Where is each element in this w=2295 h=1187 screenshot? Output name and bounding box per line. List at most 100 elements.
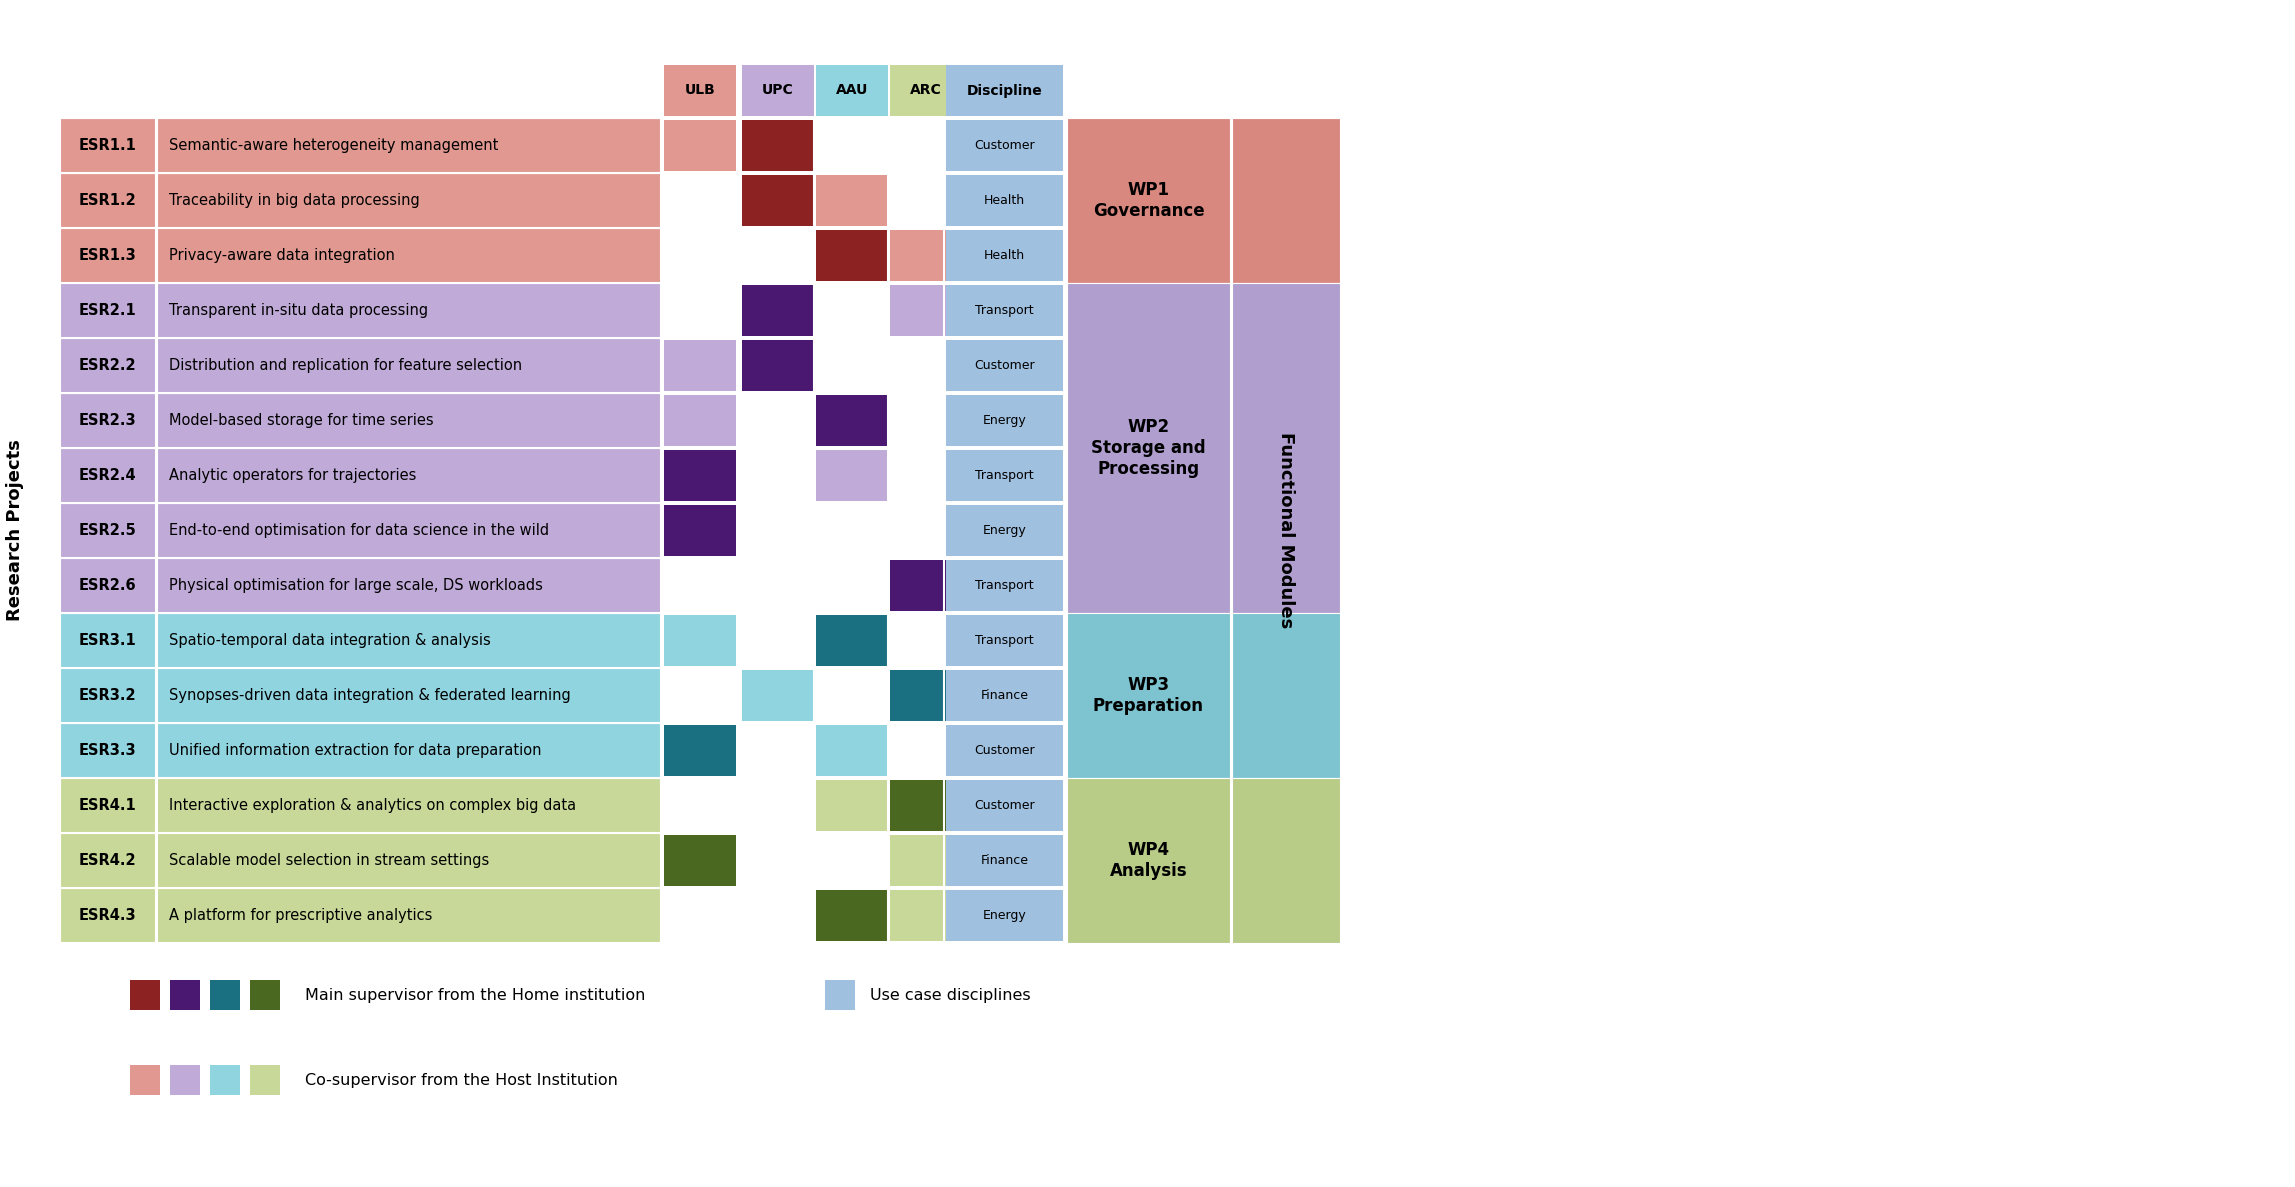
Text: ESR2.2: ESR2.2 xyxy=(78,358,135,373)
Text: Functional Modules: Functional Modules xyxy=(1276,432,1294,629)
Text: WP1
Governance: WP1 Governance xyxy=(1092,182,1205,220)
FancyBboxPatch shape xyxy=(156,833,661,888)
FancyBboxPatch shape xyxy=(824,980,856,1010)
Text: ESR4.3: ESR4.3 xyxy=(78,908,135,923)
Text: ESR4.1: ESR4.1 xyxy=(78,798,135,813)
FancyBboxPatch shape xyxy=(60,338,156,393)
FancyBboxPatch shape xyxy=(60,777,156,833)
Text: ESR1.3: ESR1.3 xyxy=(78,248,135,264)
FancyBboxPatch shape xyxy=(156,228,661,283)
Text: UPC: UPC xyxy=(762,83,794,97)
FancyBboxPatch shape xyxy=(663,725,737,776)
FancyBboxPatch shape xyxy=(741,285,815,336)
FancyBboxPatch shape xyxy=(946,339,1063,391)
FancyBboxPatch shape xyxy=(946,285,1063,336)
FancyBboxPatch shape xyxy=(890,560,962,611)
Text: Distribution and replication for feature selection: Distribution and replication for feature… xyxy=(170,358,523,373)
Text: Main supervisor from the Home institution: Main supervisor from the Home institutio… xyxy=(305,988,645,1003)
Text: Customer: Customer xyxy=(973,139,1035,152)
FancyBboxPatch shape xyxy=(890,230,962,281)
FancyBboxPatch shape xyxy=(1067,283,1230,612)
FancyBboxPatch shape xyxy=(156,283,661,338)
FancyBboxPatch shape xyxy=(60,558,156,612)
Text: Synopses-driven data integration & federated learning: Synopses-driven data integration & feder… xyxy=(170,688,571,703)
FancyBboxPatch shape xyxy=(890,669,962,721)
FancyBboxPatch shape xyxy=(156,668,661,723)
FancyBboxPatch shape xyxy=(817,174,888,226)
FancyBboxPatch shape xyxy=(946,395,1063,446)
Text: Semantic-aware heterogeneity management: Semantic-aware heterogeneity management xyxy=(170,138,498,153)
FancyBboxPatch shape xyxy=(741,174,815,226)
FancyBboxPatch shape xyxy=(60,283,156,338)
FancyBboxPatch shape xyxy=(131,980,161,1010)
FancyBboxPatch shape xyxy=(741,339,815,391)
Text: ESR2.5: ESR2.5 xyxy=(78,523,135,538)
FancyBboxPatch shape xyxy=(250,1065,280,1094)
Text: WP4
Analysis: WP4 Analysis xyxy=(1111,842,1187,880)
FancyBboxPatch shape xyxy=(170,1065,200,1094)
Text: WP2
Storage and
Processing: WP2 Storage and Processing xyxy=(1090,418,1205,478)
Text: Model-based storage for time series: Model-based storage for time series xyxy=(170,413,434,429)
FancyBboxPatch shape xyxy=(1232,777,1340,942)
FancyBboxPatch shape xyxy=(946,615,1063,666)
FancyBboxPatch shape xyxy=(156,723,661,777)
FancyBboxPatch shape xyxy=(890,65,962,116)
Text: Use case disciplines: Use case disciplines xyxy=(870,988,1030,1003)
FancyBboxPatch shape xyxy=(946,120,1063,171)
Text: Customer: Customer xyxy=(973,358,1035,372)
FancyBboxPatch shape xyxy=(663,395,737,446)
FancyBboxPatch shape xyxy=(60,723,156,777)
Text: Customer: Customer xyxy=(973,744,1035,757)
FancyBboxPatch shape xyxy=(60,173,156,228)
Text: A platform for prescriptive analytics: A platform for prescriptive analytics xyxy=(170,908,431,923)
FancyBboxPatch shape xyxy=(817,890,888,941)
Text: Finance: Finance xyxy=(980,853,1028,867)
FancyBboxPatch shape xyxy=(156,558,661,612)
FancyBboxPatch shape xyxy=(890,780,962,831)
FancyBboxPatch shape xyxy=(156,888,661,942)
FancyBboxPatch shape xyxy=(946,560,1063,611)
Text: Transparent in-situ data processing: Transparent in-situ data processing xyxy=(170,303,429,318)
FancyBboxPatch shape xyxy=(741,669,815,721)
Text: ULB: ULB xyxy=(684,83,716,97)
FancyBboxPatch shape xyxy=(156,338,661,393)
FancyBboxPatch shape xyxy=(60,668,156,723)
Text: Interactive exploration & analytics on complex big data: Interactive exploration & analytics on c… xyxy=(170,798,576,813)
FancyBboxPatch shape xyxy=(946,230,1063,281)
Text: Finance: Finance xyxy=(980,688,1028,702)
FancyBboxPatch shape xyxy=(170,980,200,1010)
FancyBboxPatch shape xyxy=(211,980,241,1010)
Text: Health: Health xyxy=(985,249,1026,262)
FancyBboxPatch shape xyxy=(741,120,815,171)
FancyBboxPatch shape xyxy=(156,777,661,833)
FancyBboxPatch shape xyxy=(60,393,156,447)
Text: ARC: ARC xyxy=(911,83,941,97)
FancyBboxPatch shape xyxy=(156,393,661,447)
FancyBboxPatch shape xyxy=(1067,612,1230,777)
FancyBboxPatch shape xyxy=(817,615,888,666)
FancyBboxPatch shape xyxy=(817,395,888,446)
Text: ESR1.2: ESR1.2 xyxy=(78,193,135,208)
FancyBboxPatch shape xyxy=(946,780,1063,831)
Text: ESR2.6: ESR2.6 xyxy=(78,578,135,594)
Text: Energy: Energy xyxy=(982,523,1026,537)
FancyBboxPatch shape xyxy=(890,834,962,886)
FancyBboxPatch shape xyxy=(156,447,661,503)
Text: ESR3.2: ESR3.2 xyxy=(78,688,135,703)
Text: Transport: Transport xyxy=(975,634,1033,647)
FancyBboxPatch shape xyxy=(663,504,737,556)
Text: ESR3.3: ESR3.3 xyxy=(78,743,135,758)
FancyBboxPatch shape xyxy=(946,834,1063,886)
FancyBboxPatch shape xyxy=(946,504,1063,556)
Text: ESR3.1: ESR3.1 xyxy=(78,633,135,648)
Text: Spatio-temporal data integration & analysis: Spatio-temporal data integration & analy… xyxy=(170,633,491,648)
Text: Transport: Transport xyxy=(975,469,1033,482)
FancyBboxPatch shape xyxy=(60,118,156,173)
FancyBboxPatch shape xyxy=(741,65,815,116)
Text: End-to-end optimisation for data science in the wild: End-to-end optimisation for data science… xyxy=(170,523,549,538)
FancyBboxPatch shape xyxy=(946,174,1063,226)
FancyBboxPatch shape xyxy=(1232,118,1340,283)
Text: Energy: Energy xyxy=(982,909,1026,922)
Text: Unified information extraction for data preparation: Unified information extraction for data … xyxy=(170,743,542,758)
Text: ESR4.2: ESR4.2 xyxy=(78,853,135,868)
